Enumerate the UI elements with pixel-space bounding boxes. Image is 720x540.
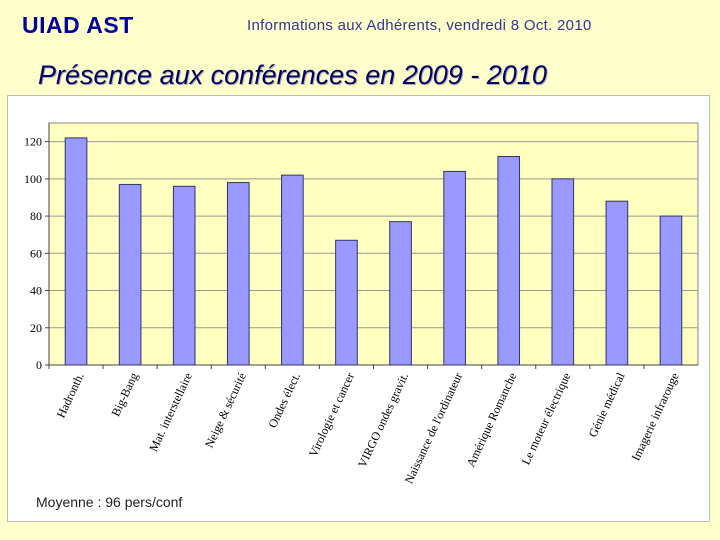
x-category-label: Le moteur électrique: [519, 370, 574, 467]
x-category-label: Mat. interstellaire: [146, 370, 195, 453]
bar: [172, 185, 196, 366]
org-name: UIAD AST: [22, 12, 134, 38]
y-tick-label: 40: [30, 284, 42, 298]
y-tick-label: 0: [36, 358, 42, 372]
bar: [335, 239, 358, 366]
bar: [281, 174, 304, 366]
bar: [118, 183, 142, 366]
plot-area: [48, 122, 699, 366]
x-category-label: Big-Bang: [108, 370, 140, 418]
bar: [659, 215, 683, 366]
x-category-label: VIRGO ondes gravit.: [355, 370, 411, 469]
bar: [64, 137, 88, 366]
x-category-label: Imagerie infrarouge: [629, 370, 682, 463]
bar: [443, 170, 466, 366]
y-tick-label: 20: [30, 321, 42, 335]
x-category-label: Virologie et cancer: [306, 370, 357, 459]
bar: [605, 200, 629, 366]
y-tick-label: 80: [30, 209, 42, 223]
bar: [497, 156, 521, 366]
y-tick-label: 60: [30, 246, 42, 260]
bar-chart: 0 20 40 60 80 100 120 Hadronth. Big-Bang Mat. int…: [24, 122, 699, 486]
bar: [226, 182, 250, 366]
x-category-label: Amérique Romanche: [463, 370, 519, 469]
y-tick-label: 120: [24, 135, 42, 149]
bar: [389, 221, 412, 366]
bar: [551, 178, 575, 366]
header-subtitle: Informations aux Adhérents, vendredi 8 O…: [247, 17, 592, 34]
y-tick-label: 100: [24, 172, 42, 186]
x-category-label: Hadronth.: [54, 370, 87, 420]
chart-frame: 0 20 40 60 80 100 120 Hadronth. Big-Bang Mat. int…: [7, 95, 710, 522]
x-category-label: Génie médical: [585, 370, 627, 440]
x-category-label: Ondes élect.: [265, 370, 303, 430]
page-title: Présence aux conférences en 2009 - 2010: [38, 60, 547, 90]
average-note: Moyenne : 96 pers/conf: [36, 494, 183, 510]
x-category-label: Naissance de l'ordinateur: [402, 370, 466, 485]
x-category-label: Neige & sécurité: [202, 370, 249, 450]
